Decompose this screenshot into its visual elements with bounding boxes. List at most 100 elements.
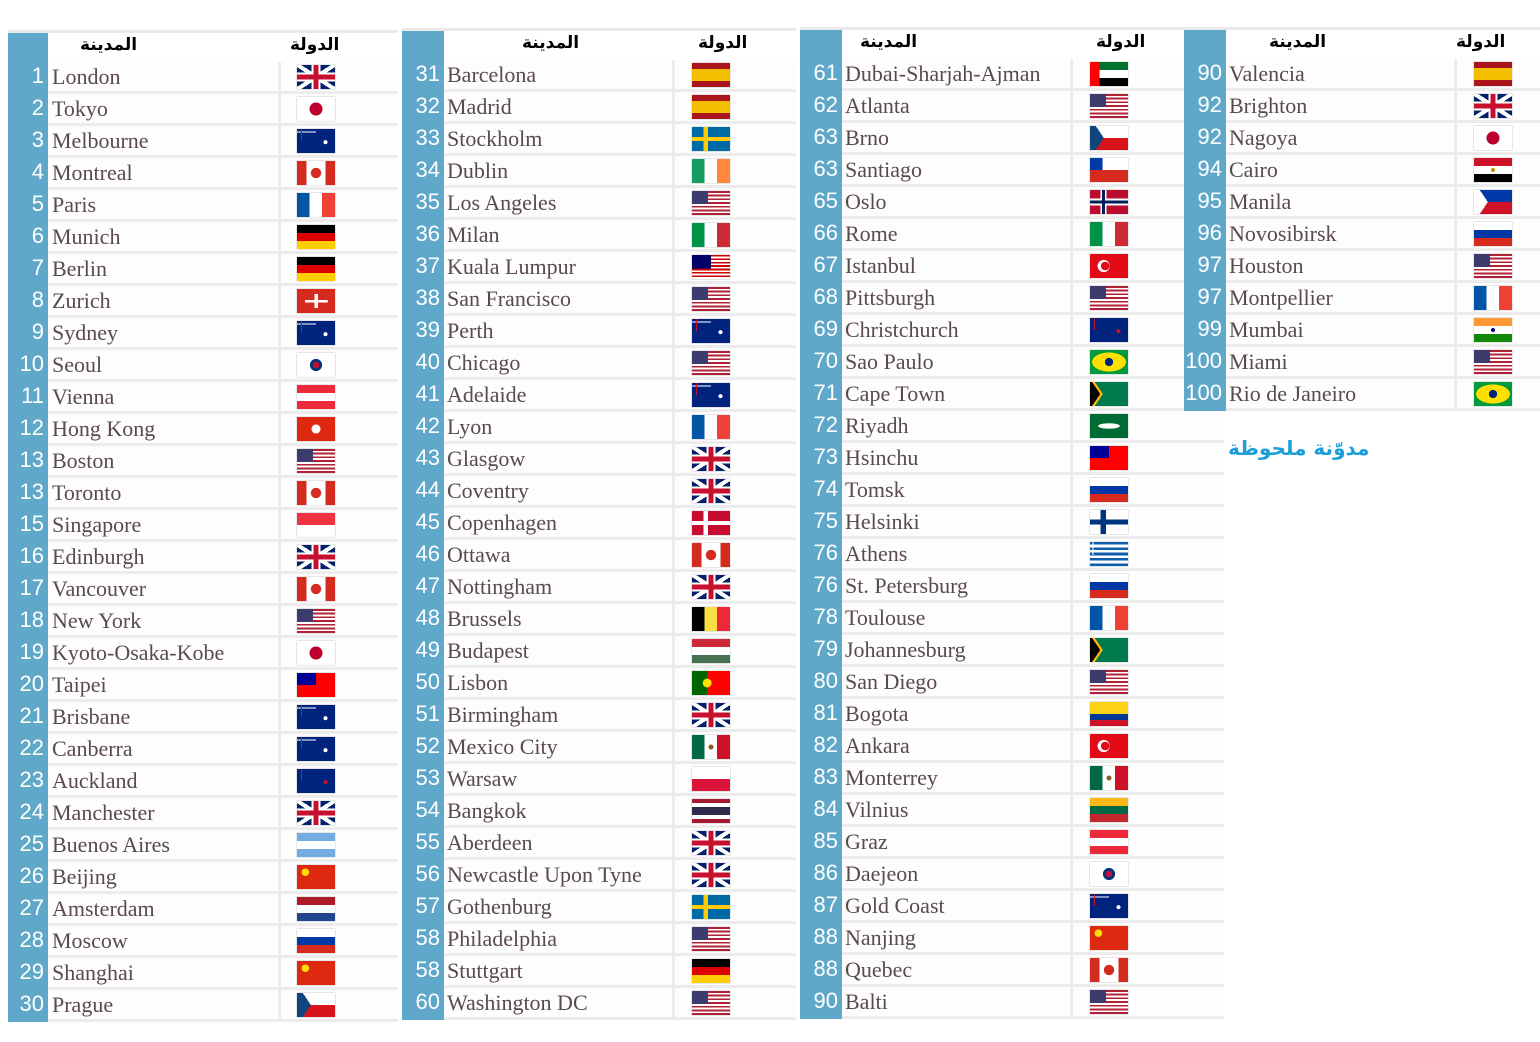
table-row: 95 Manila — [1184, 187, 1540, 219]
city-cell: Cape Town — [845, 381, 946, 406]
table-row: 23 Auckland — [8, 766, 398, 798]
se-flag-icon — [692, 895, 730, 919]
table-row: 30 Prague — [8, 990, 398, 1022]
rank-cell: 60 — [402, 988, 444, 1020]
column-divider — [278, 958, 281, 987]
ph-flag-icon — [1474, 190, 1512, 214]
city-cell: Montreal — [52, 160, 133, 185]
au-flag-icon — [692, 319, 730, 343]
cz-flag-icon — [1090, 126, 1128, 150]
city-cell: Copenhagen — [447, 510, 557, 535]
city-cell: Montpellier — [1229, 285, 1333, 310]
column-divider — [1070, 411, 1073, 440]
table-row: 3 Melbourne — [8, 126, 398, 158]
column-divider — [672, 540, 675, 569]
es-flag-icon — [692, 95, 730, 119]
city-cell: Santiago — [845, 157, 922, 182]
column-divider — [1454, 219, 1457, 248]
city-cell: Hsinchu — [845, 445, 919, 470]
gb-flag-icon — [297, 545, 335, 569]
city-cell: Warsaw — [447, 766, 518, 791]
column-divider — [1070, 987, 1073, 1016]
city-cell: Munich — [52, 224, 121, 249]
rank-cell: 6 — [8, 222, 48, 254]
jp-flag-icon — [297, 641, 335, 665]
city-cell: Budapest — [447, 638, 529, 663]
city-cell: San Diego — [845, 669, 938, 694]
city-cell: Singapore — [52, 512, 142, 537]
column-divider — [1070, 859, 1073, 888]
cz-flag-icon — [297, 993, 335, 1017]
column-divider — [1070, 763, 1073, 792]
table-row: 60 Washington DC — [402, 988, 796, 1020]
rank-cell: 54 — [402, 796, 444, 828]
rank-cell: 16 — [8, 542, 48, 574]
rank-cell: 46 — [402, 540, 444, 572]
table-row: 79 Johannesburg — [800, 635, 1224, 667]
au-flag-icon — [297, 705, 335, 729]
table-row: 81 Bogota — [800, 699, 1224, 731]
table-row: 34 Dublin — [402, 156, 796, 188]
table-header: المدينة الدولة — [1184, 27, 1540, 62]
table-row: 62 Atlanta — [800, 91, 1224, 123]
column-divider — [1070, 315, 1073, 344]
rank-cell: 23 — [8, 766, 48, 798]
column-divider — [1070, 251, 1073, 280]
city-cell: Quebec — [845, 957, 913, 982]
column-divider — [672, 764, 675, 793]
city-header: المدينة — [1269, 32, 1327, 52]
column-divider — [672, 636, 675, 665]
mx-flag-icon — [1090, 766, 1128, 790]
table-row: 55 Aberdeen — [402, 828, 796, 860]
rank-cell: 1 — [8, 62, 48, 94]
table-row: 100 Rio de Janeiro — [1184, 379, 1540, 411]
city-cell: Stuttgart — [447, 958, 523, 983]
ru-flag-icon — [1090, 478, 1128, 502]
rank-cell: 28 — [8, 926, 48, 958]
rank-cell: 76 — [800, 539, 842, 571]
table-row: 100 Miami — [1184, 347, 1540, 379]
city-cell: Lyon — [447, 414, 493, 439]
city-cell: Brisbane — [52, 704, 131, 729]
be-flag-icon — [692, 607, 730, 631]
city-cell: Chicago — [447, 350, 521, 375]
city-cell: Nottingham — [447, 574, 553, 599]
rank-cell: 3 — [8, 126, 48, 158]
city-cell: Christchurch — [845, 317, 959, 342]
column-divider — [1070, 731, 1073, 760]
rank-cell: 74 — [800, 475, 842, 507]
fr-flag-icon — [297, 193, 335, 217]
kr-flag-icon — [1090, 862, 1128, 886]
rank-cell: 48 — [402, 604, 444, 636]
column-divider — [278, 446, 281, 475]
column-divider — [1070, 667, 1073, 696]
table-row: 24 Manchester — [8, 798, 398, 830]
table-row: 21 Brisbane — [8, 702, 398, 734]
table-row: 74 Tomsk — [800, 475, 1224, 507]
rank-cell: 50 — [402, 668, 444, 700]
table-row: 4 Montreal — [8, 158, 398, 190]
de-flag-icon — [692, 959, 730, 983]
ca-flag-icon — [297, 481, 335, 505]
table-row: 31 Barcelona — [402, 60, 796, 92]
rank-cell: 36 — [402, 220, 444, 252]
rank-cell: 2 — [8, 94, 48, 126]
column-divider — [1454, 283, 1457, 312]
table-row: 58 Philadelphia — [402, 924, 796, 956]
table-row: 40 Chicago — [402, 348, 796, 380]
table-row: 28 Moscow — [8, 926, 398, 958]
rank-cell: 90 — [1184, 59, 1226, 91]
column-divider — [278, 606, 281, 635]
rank-cell: 44 — [402, 476, 444, 508]
column-divider — [278, 926, 281, 955]
city-cell: Miami — [1229, 349, 1288, 374]
city-cell: Buenos Aires — [52, 832, 170, 857]
in-flag-icon — [1474, 318, 1512, 342]
rank-cell: 21 — [8, 702, 48, 734]
column-divider — [672, 92, 675, 121]
table-row: 47 Nottingham — [402, 572, 796, 604]
city-cell: Beijing — [52, 864, 117, 889]
city-header: المدينة — [80, 35, 138, 55]
us-flag-icon — [1090, 94, 1128, 118]
column-divider — [672, 124, 675, 153]
